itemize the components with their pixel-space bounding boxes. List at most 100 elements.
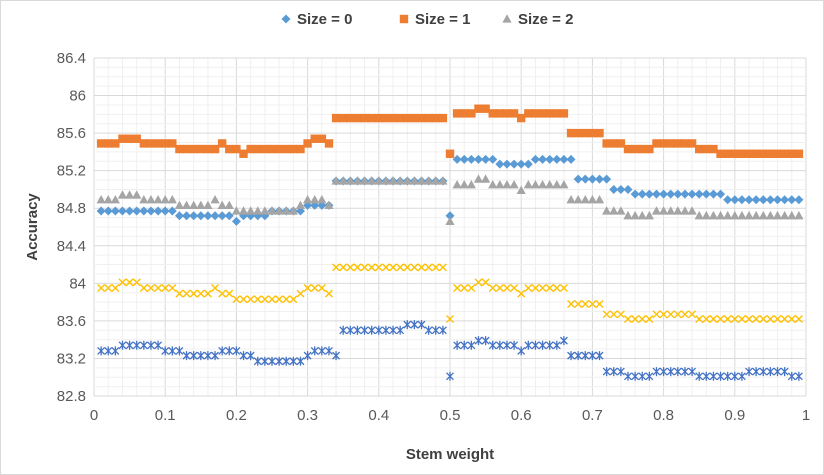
data-point	[687, 189, 697, 199]
data-point	[424, 325, 433, 335]
data-point	[459, 154, 469, 164]
data-point	[161, 139, 170, 148]
data-point	[389, 263, 398, 272]
data-point	[253, 144, 262, 154]
data-point	[167, 206, 177, 216]
data-point	[495, 179, 505, 189]
data-point	[132, 278, 141, 287]
data-point	[773, 195, 783, 205]
data-point	[652, 310, 661, 319]
legend-marker	[281, 14, 291, 24]
data-point	[353, 263, 362, 272]
data-point	[225, 346, 234, 356]
data-point	[246, 295, 255, 304]
data-point	[424, 263, 433, 272]
data-point	[666, 139, 675, 148]
data-point	[595, 351, 604, 361]
data-point	[111, 139, 120, 148]
data-point	[374, 325, 383, 335]
data-point	[175, 289, 184, 298]
data-point	[466, 179, 476, 189]
data-point	[474, 336, 483, 346]
x-tick-label: 1	[802, 407, 810, 424]
data-point	[566, 128, 576, 138]
data-point	[396, 263, 405, 272]
data-point	[516, 185, 526, 194]
data-point	[352, 176, 363, 185]
data-point	[787, 210, 797, 220]
data-point	[687, 139, 697, 148]
x-tick-label: 0.3	[297, 407, 318, 424]
data-point	[752, 315, 761, 324]
data-point	[759, 149, 768, 158]
data-point	[623, 144, 633, 154]
data-point	[759, 315, 768, 324]
data-point	[474, 278, 483, 287]
data-point	[317, 346, 326, 356]
data-point	[303, 351, 312, 361]
data-point	[389, 325, 397, 335]
data-point	[545, 109, 554, 118]
data-point	[339, 325, 348, 335]
data-point	[737, 371, 746, 381]
data-point	[488, 109, 497, 118]
data-point	[766, 149, 775, 158]
data-point	[574, 351, 583, 361]
data-point	[688, 310, 697, 319]
data-point	[680, 189, 690, 199]
data-point	[310, 194, 320, 204]
data-point	[638, 144, 647, 154]
data-point	[680, 310, 689, 319]
data-point	[680, 139, 690, 148]
data-point	[645, 315, 654, 324]
data-point	[466, 154, 476, 164]
data-point	[431, 325, 440, 335]
data-point	[367, 263, 376, 272]
data-point	[588, 351, 597, 361]
data-point	[132, 340, 141, 350]
data-point	[687, 206, 697, 215]
data-point	[517, 289, 526, 298]
legend-marker	[399, 14, 409, 24]
data-point	[573, 194, 583, 204]
data-point	[438, 113, 448, 123]
data-point	[581, 299, 590, 308]
data-point	[666, 310, 675, 319]
y-tick-label: 84.8	[57, 200, 86, 217]
data-point	[502, 284, 511, 293]
data-point	[217, 200, 227, 210]
y-tick-label: 82.8	[57, 388, 86, 405]
data-point	[154, 340, 163, 350]
data-point	[645, 371, 654, 381]
data-point	[709, 371, 718, 381]
y-tick-label: 85.6	[57, 125, 86, 142]
data-point	[552, 109, 561, 118]
data-point	[303, 139, 312, 148]
data-point	[673, 139, 683, 148]
data-point	[766, 367, 775, 377]
data-point	[545, 340, 554, 350]
data-point	[161, 284, 170, 293]
data-point	[623, 184, 633, 194]
data-point	[651, 189, 661, 199]
data-point	[453, 340, 462, 350]
data-point	[694, 189, 704, 199]
data-point	[175, 144, 184, 154]
data-point	[317, 284, 326, 293]
data-point	[638, 315, 647, 324]
data-point	[324, 139, 334, 148]
data-point	[168, 346, 177, 356]
data-point	[751, 210, 761, 220]
data-point	[125, 206, 135, 216]
data-point	[446, 371, 454, 381]
data-point	[395, 176, 405, 185]
data-point	[559, 179, 569, 189]
data-point	[331, 176, 341, 185]
data-point	[125, 190, 135, 199]
data-point	[296, 356, 305, 366]
data-point	[182, 211, 192, 221]
data-point	[417, 320, 426, 330]
y-axis-ticks: 82.8 83.2 83.6 84 84.4 84.8 85.2 85.6 86 86.4	[57, 50, 86, 405]
data-point	[509, 109, 519, 118]
